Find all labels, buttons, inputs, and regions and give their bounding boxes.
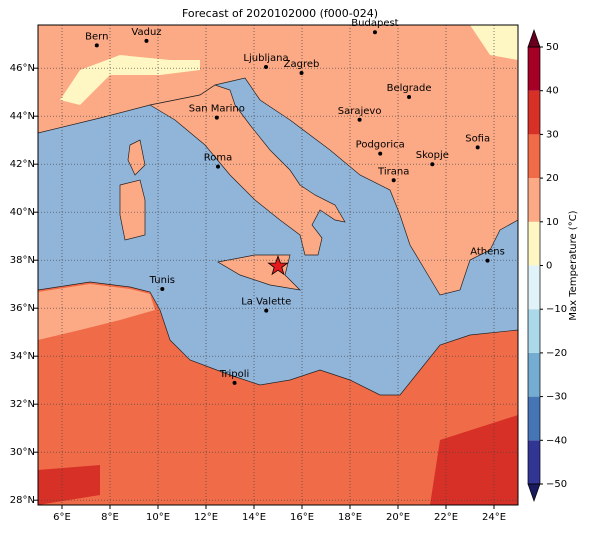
colorbar-band [528,352,540,397]
city-label: Ljubljana [243,53,288,64]
colorbar-band [528,309,540,353]
city-label: Tirana [377,166,409,177]
city-dot [216,164,220,169]
colorbar-tick-label: −50 [546,479,567,490]
lat-tick-label: 46°N [10,63,35,74]
lat-tick-label: 32°N [10,399,35,410]
colorbar-tick-label: 0 [546,261,552,272]
colorbar-band [528,134,540,179]
lat-tick-label: 30°N [10,447,35,458]
city-dot [391,178,396,183]
city-label: Tripoli [219,369,250,380]
city-dot [407,95,412,99]
city-dot [214,115,219,120]
hot-patch [38,465,100,505]
colorbar-label: Max Temperature (°C) [568,210,579,320]
lat-tick-label: 40°N [10,207,35,218]
city-dot [475,145,480,150]
title: Forecast of 2020102000 (f000-024) [182,7,378,20]
colorbar-tick-label: 40 [546,86,559,97]
colorbar-band [528,221,540,266]
map-frame [37,24,519,506]
city-dot [372,30,377,35]
colorbar-tick-label: −10 [546,304,567,315]
city-dot [94,43,99,48]
colorbar-tick-label: 30 [546,129,559,140]
forecast-point [267,254,289,276]
grid: 6°E 8°E 10°E 12°E 14°E 16°E 18°E 20°E 22°E 24°E 28… [10,25,518,523]
city-dot [232,380,237,385]
colorbar-tick-label: −20 [546,348,567,359]
corsica [127,139,146,176]
lon-tick-label: 14°E [242,512,266,523]
city-label: Sofia [465,133,490,144]
city-dot [299,71,304,75]
colorbar-tick-label: −30 [546,392,567,403]
lon-tick-label: 16°E [290,512,314,523]
cold-patch [470,25,518,60]
city-label: San Marino [189,104,245,115]
lon-tick-label: 24°E [482,512,506,523]
colorbar-band [528,396,540,441]
lat-tick-label: 38°N [10,255,35,266]
colorbar-tick-label: 50 [546,42,559,53]
lon-tick-label: 8°E [101,512,119,523]
lon-tick-label: 12°E [194,512,218,523]
city-dot [357,117,362,122]
colorbar-band [528,90,540,135]
city-label: La Valette [241,297,291,308]
city-dot [485,258,490,263]
sardinia [119,179,146,241]
city-dot [264,65,268,69]
colorbar: −50 −40 −30 −20 −10 0 10 20 30 40 50 Max Temperatur… [527,28,579,503]
city-label: Roma [204,153,233,164]
city-dot [160,287,165,291]
city-label: Sarajevo [338,106,382,117]
lon-tick-label: 22°E [434,512,458,523]
colorbar-under [527,483,541,503]
lat-tick-label: 44°N [10,111,35,122]
lon-tick-label: 10°E [146,512,170,523]
lat-tick-label: 28°N [10,495,35,506]
city-label: Tunis [149,275,175,286]
lat-tick-label: 34°N [10,351,35,362]
lon-tick-label: 18°E [338,512,362,523]
colorbar-band [528,178,540,222]
city-label: Bern [85,31,108,42]
colorbar-tick-label: 10 [546,217,559,228]
city-dot [264,308,269,313]
lon-tick-label: 20°E [386,512,410,523]
city-label: Belgrade [387,83,432,94]
city-label: Skopje [416,150,449,161]
alps [60,55,200,105]
colorbar-band [528,440,540,484]
coast-strip [38,284,155,340]
colorbar-band [528,47,540,91]
map-layers [38,25,518,505]
lat-tick-label: 36°N [10,303,35,314]
city-dot [144,38,149,43]
colorbar-band [528,265,540,310]
city-dot [378,151,383,156]
lat-tick-label: 42°N [10,159,35,170]
hot-patch [430,415,518,505]
colorbar-tick-label: −40 [546,435,567,446]
lon-tick-label: 6°E [53,512,71,523]
city-label: Budapest [351,18,398,29]
colorbar-tick-label: 20 [546,173,559,184]
city-label: Zagreb [284,59,320,70]
colorbar-over [527,28,541,48]
city-label: Vaduz [131,27,161,38]
city-dot [430,162,435,167]
city-label: Athens [470,247,505,258]
city-label: Podgorica [356,140,405,151]
